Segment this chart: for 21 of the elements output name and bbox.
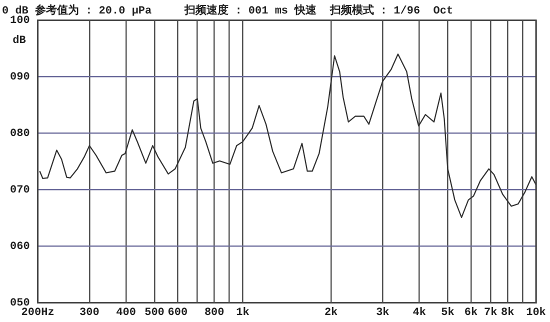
x-tick-label: 600 bbox=[168, 307, 188, 320]
y-tick-label: 080 bbox=[10, 128, 30, 140]
x-tick-label: 1k bbox=[236, 307, 250, 320]
x-tick-label: 6k bbox=[464, 307, 478, 320]
x-tick-label: 2k bbox=[324, 307, 338, 320]
x-tick-label: 8k bbox=[500, 307, 515, 320]
x-tick-label: 7k bbox=[484, 307, 498, 320]
y-axis-title: dB bbox=[12, 34, 26, 47]
x-tick-label: 4k bbox=[412, 307, 426, 320]
x-tick-label: 3k bbox=[376, 307, 390, 320]
y-tick-label: 060 bbox=[10, 241, 30, 254]
x-tick-label: 500 bbox=[144, 307, 164, 320]
x-tick-label: 800 bbox=[204, 307, 224, 320]
y-tick-label: 100 bbox=[10, 14, 30, 27]
y-tick-label: 070 bbox=[10, 184, 30, 197]
x-tick-label: 400 bbox=[116, 307, 136, 320]
x-tick-label: 200Hz bbox=[21, 307, 54, 320]
x-tick-label: 5k bbox=[441, 307, 455, 320]
x-tick-label: 300 bbox=[80, 307, 100, 320]
x-tick-label: 10k bbox=[526, 307, 546, 320]
y-tick-label: 090 bbox=[10, 71, 30, 84]
